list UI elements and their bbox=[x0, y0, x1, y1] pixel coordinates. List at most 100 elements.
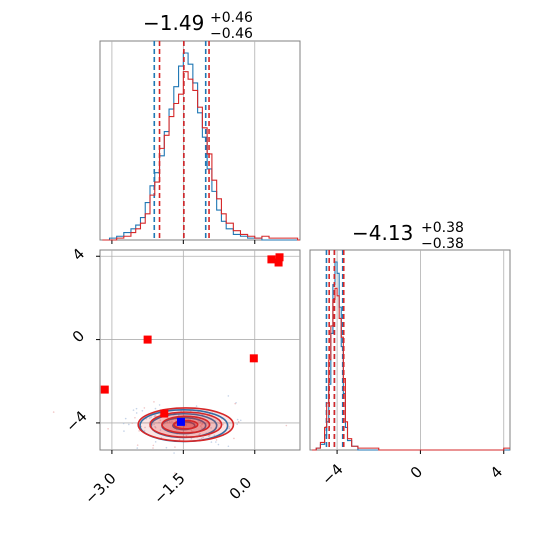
sample-point bbox=[201, 423, 203, 426]
sample-point bbox=[159, 419, 162, 422]
sample-point bbox=[234, 402, 237, 405]
sample-point bbox=[154, 407, 157, 410]
contour-group-series-2 bbox=[137, 407, 235, 443]
contour-level bbox=[161, 415, 211, 434]
sample-point bbox=[174, 472, 176, 474]
sample-point bbox=[159, 429, 162, 431]
sample-point bbox=[134, 416, 136, 419]
panel-frame bbox=[99, 249, 301, 451]
y-tick-label: 4 bbox=[69, 245, 88, 264]
highlight-marker bbox=[176, 417, 185, 426]
histogram-step-series-1 bbox=[102, 52, 300, 241]
highlight-marker bbox=[160, 409, 169, 418]
sample-point bbox=[213, 434, 216, 437]
sample-point bbox=[202, 436, 204, 439]
histogram-step-series-1 bbox=[312, 261, 510, 451]
sample-point bbox=[237, 421, 240, 423]
x-tick-label: −3.0 bbox=[81, 469, 119, 507]
x-tick-label: −4 bbox=[318, 460, 346, 488]
title-param2-sup: +0.38 bbox=[421, 220, 464, 236]
title-param2-main: −4.13 bbox=[352, 221, 413, 245]
sample-point bbox=[174, 446, 176, 448]
sample-point bbox=[152, 444, 155, 447]
highlight-marker bbox=[249, 354, 258, 363]
sample-point bbox=[227, 445, 230, 448]
sample-point bbox=[215, 441, 217, 443]
sample-point bbox=[285, 424, 288, 427]
sample-point bbox=[166, 421, 169, 424]
title-param1-sup: +0.46 bbox=[210, 10, 253, 26]
joint-y-tick-labels: 4 0 −4 bbox=[62, 245, 90, 436]
sample-point bbox=[171, 420, 173, 423]
sample-point bbox=[131, 422, 134, 424]
sample-point bbox=[168, 421, 171, 423]
sample-point bbox=[152, 447, 154, 449]
panel-frame bbox=[309, 249, 511, 451]
sample-point bbox=[183, 425, 185, 428]
sample-point bbox=[143, 407, 146, 409]
title-param1-sub: −0.46 bbox=[210, 26, 253, 42]
sample-point bbox=[208, 434, 211, 437]
sample-point bbox=[197, 420, 200, 422]
sample-point bbox=[190, 437, 193, 440]
sample-point bbox=[124, 417, 127, 420]
title-param2-sub: −0.38 bbox=[421, 236, 464, 252]
x-tick-label: 0.0 bbox=[226, 474, 256, 504]
right-x-tick-labels: −4 0 4 bbox=[318, 460, 506, 488]
sample-point bbox=[158, 404, 161, 406]
sample-point bbox=[190, 430, 193, 432]
sample-point bbox=[199, 432, 201, 435]
sample-point bbox=[150, 416, 152, 418]
sample-point bbox=[154, 425, 156, 428]
sample-point bbox=[52, 411, 55, 413]
sample-point bbox=[182, 438, 185, 441]
sample-point bbox=[217, 443, 220, 446]
title-param1: −1.49 +0.46 −0.46 bbox=[143, 10, 253, 42]
sample-point bbox=[199, 425, 202, 427]
title-param1-main: −1.49 bbox=[143, 11, 204, 35]
sample-point bbox=[195, 405, 198, 407]
sample-point bbox=[239, 419, 242, 422]
y-tick-label: −4 bbox=[62, 407, 90, 435]
sample-point bbox=[236, 423, 238, 425]
highlight-marker bbox=[100, 385, 109, 394]
sample-point bbox=[218, 422, 221, 425]
highlight-marker bbox=[275, 253, 284, 262]
panel-frame bbox=[99, 40, 301, 241]
joint-x-tick-labels: −3.0 −1.5 0.0 bbox=[81, 469, 255, 507]
sample-point bbox=[153, 415, 156, 418]
sample-point bbox=[228, 426, 230, 428]
sample-point bbox=[135, 412, 138, 414]
sample-point bbox=[198, 433, 200, 436]
histogram-step-series-2 bbox=[312, 287, 510, 451]
sample-point bbox=[175, 419, 177, 421]
sample-point bbox=[141, 409, 144, 412]
sample-point bbox=[222, 423, 224, 426]
highlight-marker bbox=[274, 258, 283, 267]
sample-point bbox=[143, 430, 146, 432]
sample-point bbox=[148, 417, 151, 419]
x-tick-label: 0 bbox=[407, 463, 426, 482]
sample-point bbox=[227, 395, 230, 397]
sample-point bbox=[122, 422, 125, 425]
sample-point bbox=[136, 447, 139, 449]
histogram-step-series-2 bbox=[102, 71, 300, 241]
sample-point bbox=[233, 437, 235, 440]
sample-point bbox=[163, 422, 166, 425]
sample-point bbox=[135, 407, 138, 410]
sample-point bbox=[215, 439, 218, 441]
sample-point bbox=[154, 441, 157, 443]
sample-point bbox=[132, 409, 135, 411]
panel-marginal-param2 bbox=[309, 249, 511, 454]
sample-point bbox=[136, 444, 139, 446]
sample-point bbox=[228, 427, 231, 430]
sample-point bbox=[178, 438, 181, 441]
sample-point bbox=[173, 452, 175, 454]
sample-point bbox=[153, 423, 155, 426]
sample-point bbox=[107, 427, 109, 430]
sample-point bbox=[184, 423, 187, 426]
sample-point bbox=[128, 423, 130, 426]
x-tick-label: 4 bbox=[487, 463, 506, 482]
highlight-marker bbox=[143, 335, 152, 344]
